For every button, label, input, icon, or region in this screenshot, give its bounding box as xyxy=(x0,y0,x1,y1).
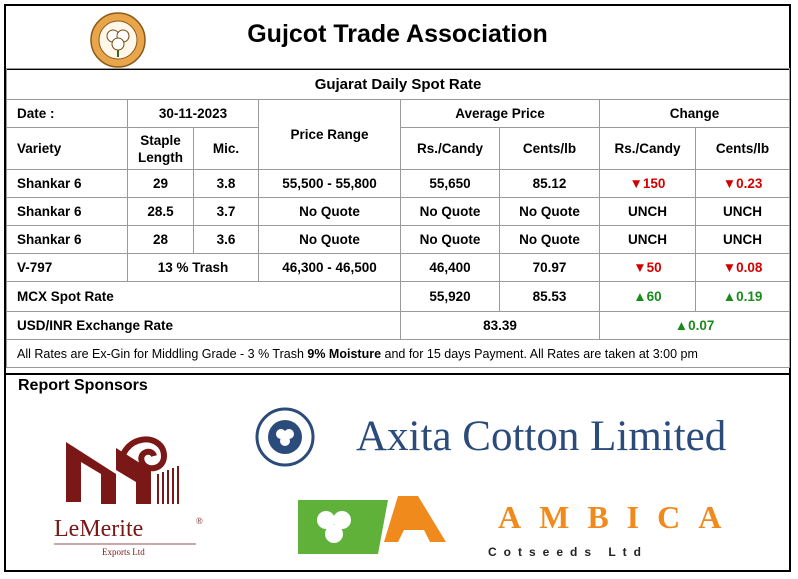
price-range-cell: 46,300 - 46,500 xyxy=(258,253,401,282)
ambica-subtitle: Cotseeds Ltd xyxy=(488,545,648,559)
staple-cell: 28 xyxy=(127,225,194,254)
rates-note: All Rates are Ex-Gin for Middling Grade … xyxy=(5,339,791,368)
change-rs-candy-cell: UNCH xyxy=(599,225,696,254)
mcx-cents-lb: 85.53 xyxy=(499,281,600,312)
avg-rs-candy-cell: 46,400 xyxy=(400,253,500,282)
col-rs-candy: Rs./Candy xyxy=(400,127,500,170)
change-cents-lb-cell: ▼0.23 xyxy=(694,169,791,198)
mcx-change-cents-lb: ▲0.19 xyxy=(694,281,791,312)
avg-cents-lb-cell: No Quote xyxy=(499,197,600,226)
trash-cell: 13 % Trash xyxy=(127,253,259,282)
change-cents-lb-cell: UNCH xyxy=(694,225,791,254)
axita-name: Axita Cotton Limited xyxy=(356,413,727,460)
lemerite-registered: ® xyxy=(196,516,203,526)
table-subtitle: Gujarat Daily Spot Rate xyxy=(5,68,791,100)
avg-rs-candy-cell: No Quote xyxy=(400,225,500,254)
price-range-cell: No Quote xyxy=(258,197,401,226)
usd-row: USD/INR Exchange Rate 83.39 ▲0.07 xyxy=(6,311,791,340)
col-variety: Variety xyxy=(6,127,128,170)
change-cents-lb-cell: ▼0.08 xyxy=(694,253,791,282)
col-average-price: Average Price xyxy=(400,99,600,128)
variety-cell: Shankar 6 xyxy=(6,225,128,254)
date-value: 30-11-2023 xyxy=(127,99,259,128)
axita-seal-icon xyxy=(255,407,315,467)
spot-rate-table: Gujarat Daily Spot Rate Date : 30-11-202… xyxy=(5,68,791,368)
change-cents-lb-cell: UNCH xyxy=(694,197,791,226)
col-change: Change xyxy=(598,99,791,128)
mic-cell: 3.7 xyxy=(193,197,259,226)
header: Gujcot Trade Association xyxy=(6,6,789,70)
table-row: Shankar 6 29 3.8 55,500 - 55,800 55,650 … xyxy=(6,169,791,198)
table-row: Shankar 6 28 3.6 No Quote No Quote No Qu… xyxy=(6,225,791,254)
avg-cents-lb-cell: No Quote xyxy=(499,225,600,254)
col-staple-length: Staple Length xyxy=(127,127,194,170)
lemerite-subtitle: Exports Ltd xyxy=(102,547,145,557)
date-label: Date : xyxy=(6,99,128,128)
ambica-logo: AMBICA Cotseeds Ltd xyxy=(298,496,738,559)
avg-rs-candy-cell: 55,650 xyxy=(400,169,500,198)
note-moisture: 9% Moisture xyxy=(307,346,382,361)
mcx-change-rs-candy: ▲60 xyxy=(599,281,696,312)
avg-cents-lb-cell: 85.12 xyxy=(499,169,600,198)
change-rs-candy-cell: ▼150 xyxy=(599,169,696,198)
price-range-cell: 55,500 - 55,800 xyxy=(258,169,401,198)
price-range-cell: No Quote xyxy=(258,225,401,254)
usd-inr-value: 83.39 xyxy=(400,311,600,340)
col-change-cents-lb: Cents/lb xyxy=(694,127,791,170)
note-text: All Rates are Ex-Gin for Middling Grade … xyxy=(17,346,308,361)
change-rs-candy-cell: ▼50 xyxy=(599,253,696,282)
usd-inr-change: ▲0.07 xyxy=(598,311,791,340)
ambica-name: AMBICA xyxy=(498,499,738,535)
staple-cell: 28.5 xyxy=(127,197,194,226)
change-rs-candy-cell: UNCH xyxy=(599,197,696,226)
page-title: Gujcot Trade Association xyxy=(247,20,548,48)
table-row: V-797 13 % Trash 46,300 - 46,500 46,400 … xyxy=(6,253,791,282)
variety-cell: V-797 xyxy=(6,253,128,282)
usd-inr-label: USD/INR Exchange Rate xyxy=(6,311,401,340)
note-text-end: and for 15 days Payment. All Rates are t… xyxy=(381,346,698,361)
mcx-label: MCX Spot Rate xyxy=(6,281,401,312)
mic-cell: 3.8 xyxy=(193,169,259,198)
col-mic: Mic. xyxy=(193,127,259,170)
col-change-rs-candy: Rs./Candy xyxy=(599,127,696,170)
sponsors-heading: Report Sponsors xyxy=(18,377,148,394)
staple-cell: 29 xyxy=(127,169,194,198)
avg-rs-candy-cell: No Quote xyxy=(400,197,500,226)
report-card: Gujcot Trade Association Gujarat Daily S… xyxy=(4,4,791,572)
divider xyxy=(6,373,789,375)
col-price-range: Price Range xyxy=(258,99,401,170)
variety-cell: Shankar 6 xyxy=(6,197,128,226)
table-row: Shankar 6 28.5 3.7 No Quote No Quote No … xyxy=(6,197,791,226)
lemerite-name: LeMerite xyxy=(54,516,143,542)
mcx-rs-candy: 55,920 xyxy=(400,281,500,312)
variety-cell: Shankar 6 xyxy=(6,169,128,198)
lemerite-logo: LeMerite ® Exports Ltd xyxy=(54,436,203,557)
association-logo xyxy=(90,12,146,68)
avg-cents-lb-cell: 70.97 xyxy=(499,253,600,282)
mcx-row: MCX Spot Rate 55,920 85.53 ▲60 ▲0.19 xyxy=(6,281,791,312)
col-cents-lb: Cents/lb xyxy=(499,127,600,170)
mic-cell: 3.6 xyxy=(193,225,259,254)
